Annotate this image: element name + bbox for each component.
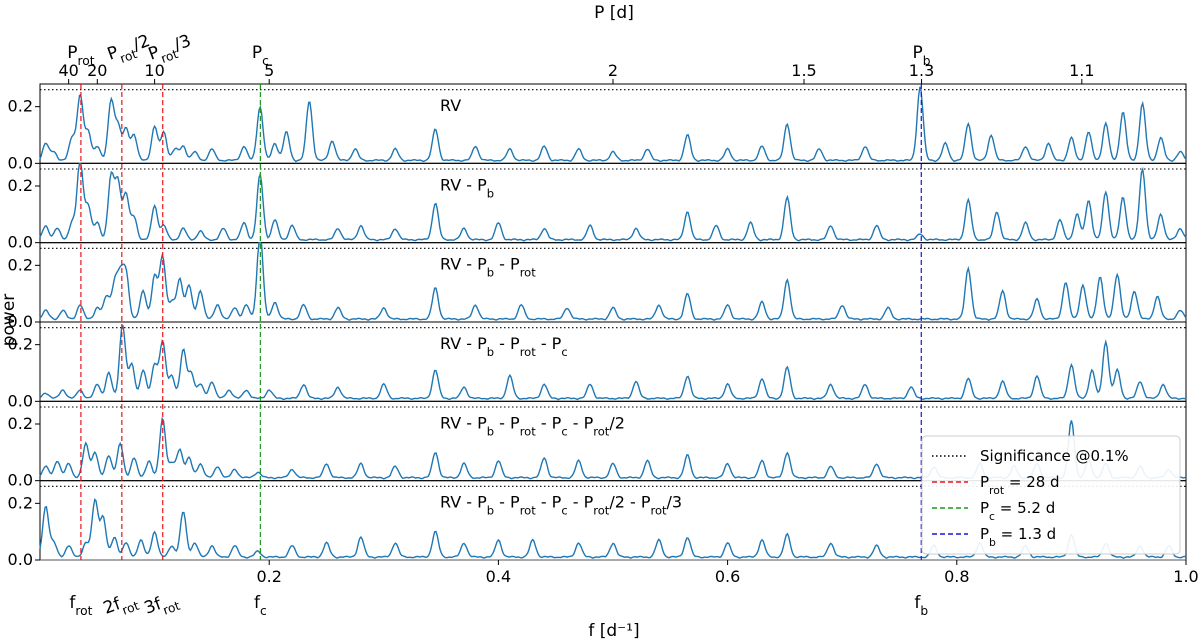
panel-label: RV - Pb - Prot <box>440 255 536 280</box>
panel-3: 0.0 0.2 RV - Pb - Prot <box>8 242 1187 331</box>
legend-entry: Prot = 28 d <box>980 473 1060 497</box>
panel-frame <box>39 321 1187 402</box>
x-axis-title: f [d⁻¹] <box>588 621 639 641</box>
panel-frame <box>39 162 1187 244</box>
top-tick-label: 2 <box>608 61 618 80</box>
bottom-frequency-axis: 0.2 0.4 0.6 0.8 1.0 frot 2frot 3frot fc fb <box>69 560 1199 623</box>
top-tick-label: 1.3 <box>909 61 934 80</box>
y-tick-label: 0.2 <box>8 255 33 274</box>
panels-group: 0.0 0.2 RV 0.0 0.2 RV - Pb 0.0 0.2 RV - Pb - Pro… <box>8 83 1187 569</box>
top-marker-label: Prot/3 <box>146 31 196 69</box>
top-tick-label: 1.5 <box>791 61 816 80</box>
y-tick-label: 0.2 <box>8 335 33 354</box>
x-tick-label: 0.4 <box>486 567 511 586</box>
panel-label: RV - Pb - Prot - Pc - Prot/2 <box>440 413 625 438</box>
top-marker-label: Pc <box>252 43 269 68</box>
y-tick-label: 0.0 <box>8 471 33 490</box>
panel-label: RV - Pb - Prot - Pc - Prot/2 - Prot/3 <box>440 493 682 518</box>
y-tick-label: 0.2 <box>8 414 33 433</box>
legend-entry: Pb = 1.3 d <box>980 525 1056 549</box>
y-tick-label: 0.2 <box>8 176 33 195</box>
top-axis-title: P [d] <box>594 3 634 23</box>
periodogram-curve <box>39 497 1187 559</box>
top-tick-label: 10 <box>144 61 164 80</box>
y-tick-label: 0.0 <box>8 233 33 252</box>
y-tick-label: 0.2 <box>8 97 33 116</box>
y-tick-label: 0.0 <box>8 153 33 172</box>
panel-frame <box>39 242 1187 323</box>
panel-4: 0.0 0.2 RV - Pb - Prot - Pc <box>8 321 1187 410</box>
y-tick-label: 0.0 <box>8 550 33 569</box>
bottom-marker-label: 3frot <box>142 588 183 623</box>
y-tick-label: 0.2 <box>8 493 33 512</box>
x-tick-label: 0.6 <box>715 567 740 586</box>
y-tick-label: 0.0 <box>8 312 33 331</box>
periodogram-curve <box>39 242 1187 321</box>
bottom-marker-label: 2frot <box>101 588 142 623</box>
top-tick-label: 40 <box>58 61 78 80</box>
x-tick-label: 0.8 <box>944 567 969 586</box>
y-axis-title: power <box>0 294 19 347</box>
legend-frame <box>921 435 1181 555</box>
legend-entry: Significance @0.1% <box>980 447 1129 465</box>
periodogram-curve <box>39 162 1187 242</box>
panel-label: RV <box>440 96 461 115</box>
top-tick-label: 1.1 <box>1069 61 1094 80</box>
top-tick-label: 5 <box>264 61 274 80</box>
y-tick-label: 0.0 <box>8 391 33 410</box>
legend-entry: Pc = 5.2 d <box>980 499 1055 523</box>
panel-label: RV - Pb - Prot - Pc <box>440 334 568 359</box>
x-tick-label: 0.2 <box>256 567 281 586</box>
panel-6: 0.0 0.2 RV - Pb - Prot - Pc - Prot/2 - Pro… <box>8 480 1187 569</box>
panel-2: 0.0 0.2 RV - Pb <box>8 162 1187 252</box>
panel-1: 0.0 0.2 RV <box>8 83 1187 172</box>
panel-label: RV - Pb <box>440 175 494 200</box>
x-tick-label: 1.0 <box>1173 567 1198 586</box>
legend: Significance @0.1% Prot = 28 dPc = 5.2 dP… <box>921 435 1181 555</box>
marker-lines-group <box>80 84 922 560</box>
periodogram-curve <box>39 324 1187 401</box>
bottom-marker-label: fb <box>914 593 928 618</box>
bottom-marker-label: frot <box>69 593 92 618</box>
periodogram-curve <box>39 86 1187 163</box>
top-marker-label: Prot <box>67 43 95 68</box>
top-tick-label: 20 <box>87 61 107 80</box>
top-marker-label: Prot/2 <box>105 31 155 69</box>
bottom-marker-label: fc <box>254 593 267 618</box>
top-marker-label: Pb <box>913 43 931 68</box>
